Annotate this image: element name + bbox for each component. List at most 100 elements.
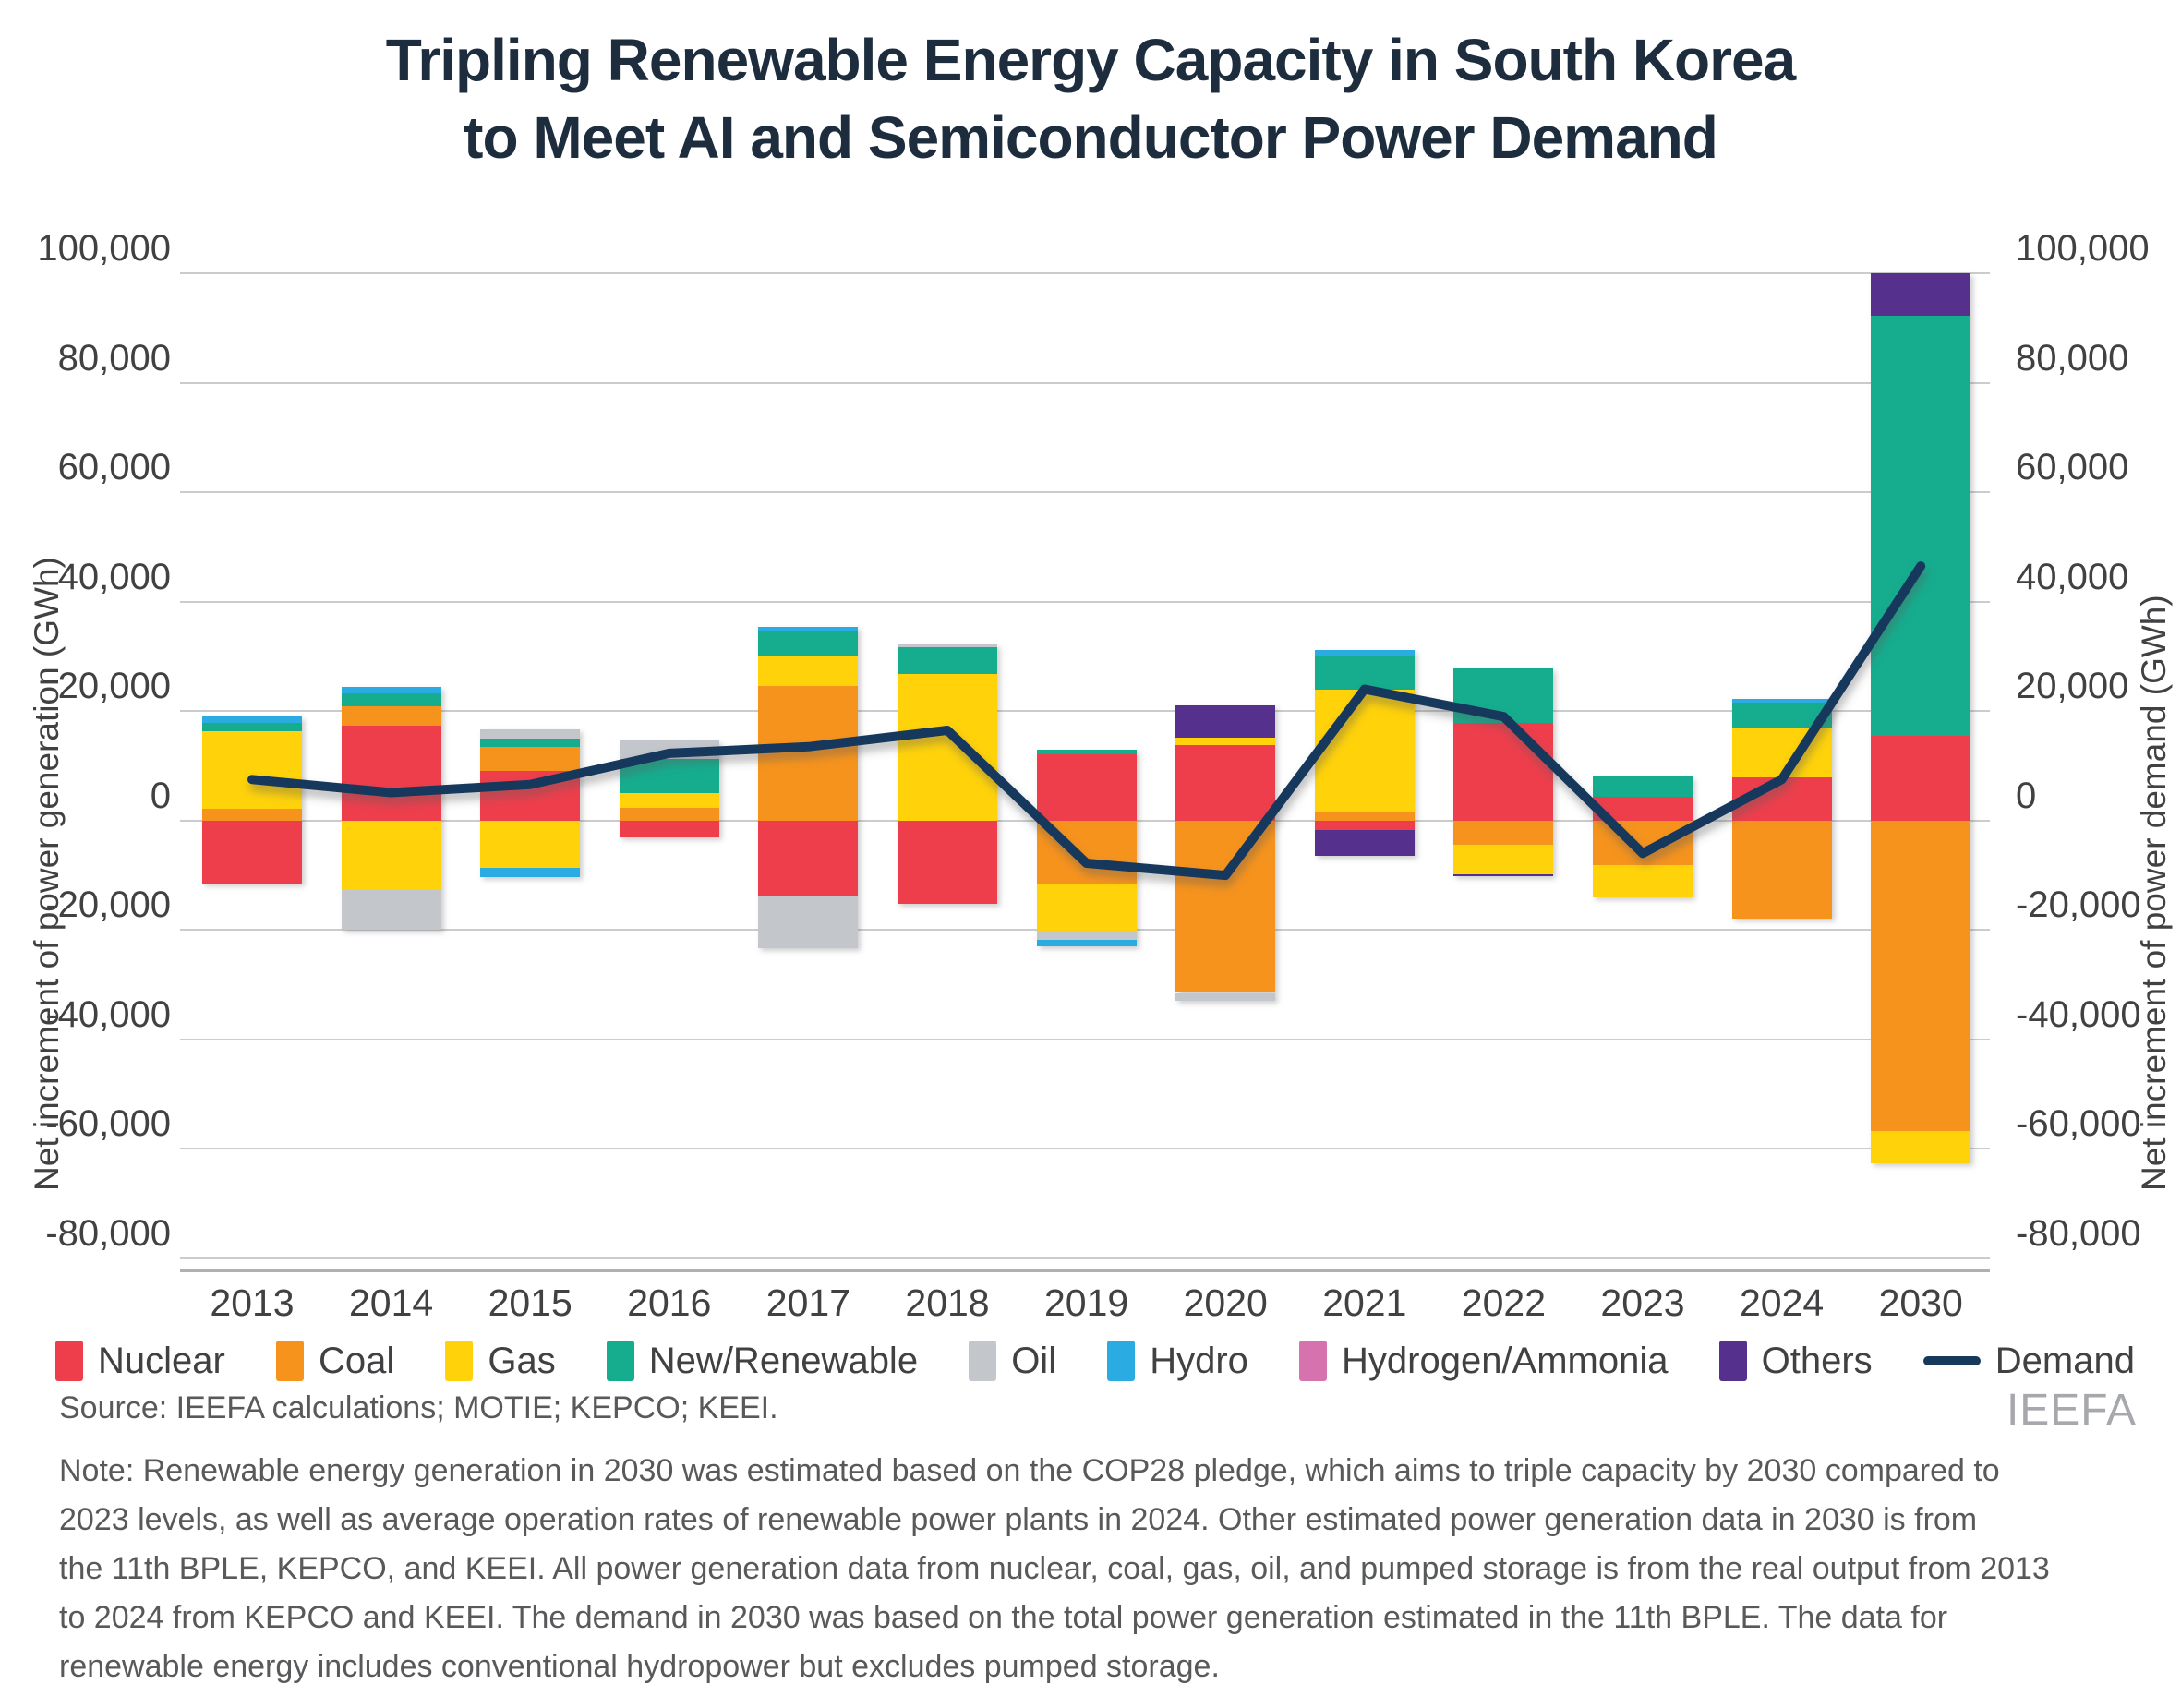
legend-label: Nuclear: [98, 1340, 225, 1381]
chart-title-line1: Tripling Renewable Energy Capacity in So…: [385, 27, 1796, 93]
gridline-20000: [180, 710, 1990, 713]
segment-nuclear-2022: [1453, 722, 1554, 821]
left-tick-0: 0: [150, 775, 171, 816]
left-tick-40000: 40,000: [57, 556, 171, 597]
note-line-2: 2023 levels, as well as average operatio…: [59, 1502, 1978, 1537]
legend-color-swatch: [445, 1341, 474, 1381]
legend: Nuclear Coal Gas New/Renewable Oil Hydro Hydro…: [55, 1335, 2135, 1387]
right-tick--60000: -60,000: [2016, 1103, 2141, 1145]
year-label-2030: 2030: [1878, 1281, 1963, 1324]
segment-oil-2020: [1175, 992, 1276, 1001]
legend-item-others: Others: [1718, 1340, 1873, 1382]
source-text: Source: IEEFA calculations; MOTIE; KEPCO…: [59, 1390, 778, 1425]
segment-nuclear-2021: [1314, 820, 1415, 830]
segment-new-renewable-2023: [1593, 776, 1693, 798]
segment-coal-2013: [202, 808, 302, 821]
year-label-2019: 2019: [1043, 1281, 1129, 1324]
left-tick--80000: -80,000: [45, 1213, 171, 1254]
legend-label: Hydro: [1150, 1340, 1248, 1381]
segment-new-renewable-2015: [480, 739, 581, 747]
segment-coal-2015: [480, 746, 581, 772]
segment-coal-2017: [758, 685, 859, 821]
segment-gas-2018: [898, 673, 997, 821]
segment-gas-2015: [480, 820, 581, 868]
segment-coal-2030: [1871, 820, 1971, 1131]
year-label-2022: 2022: [1461, 1281, 1546, 1324]
gridline-40000: [180, 600, 1990, 603]
segment-new-renewable-2013: [202, 722, 302, 731]
segment-new-renewable-2014: [341, 692, 441, 707]
note-line-3: the 11th BPLE, KEPCO, and KEEI. All powe…: [59, 1551, 2050, 1586]
segment-nuclear-2016: [619, 820, 719, 838]
segment-nuclear-2018: [898, 820, 997, 904]
year-label-2021: 2021: [1322, 1281, 1407, 1324]
legend-color-swatch: [275, 1341, 304, 1381]
plot-area: [180, 272, 1990, 1259]
segment-new-renewable-2030: [1871, 315, 1971, 736]
legend-label: Demand: [1994, 1340, 2135, 1381]
segment-new-renewable-2018: [898, 647, 997, 674]
legend-item-hydro: Hydro: [1107, 1341, 1248, 1382]
segment-gas-2016: [619, 792, 719, 808]
gridline-80000: [180, 381, 1990, 384]
year-label-2016: 2016: [627, 1281, 712, 1324]
left-axis-title: Net increment of power generation (GWh): [28, 557, 66, 1191]
segment-gas-2021: [1314, 689, 1415, 812]
left-tick-80000: 80,000: [57, 337, 171, 379]
legend-color-swatch: [55, 1341, 83, 1381]
segment-others-2021: [1314, 829, 1415, 857]
legend-color-swatch: [1107, 1341, 1136, 1381]
note-text: Note: Renewable energy generation in 203…: [59, 1447, 2137, 1691]
segment-hydro-2021: [1314, 650, 1415, 656]
year-label-2015: 2015: [488, 1281, 572, 1324]
legend-color-swatch: [1718, 1341, 1747, 1381]
segment-nuclear-2020: [1175, 744, 1276, 821]
segment-hydro-2013: [202, 716, 302, 723]
right-tick--40000: -40,000: [2016, 993, 2141, 1035]
left-tick-20000: 20,000: [57, 666, 171, 707]
left-tick-100000: 100,000: [37, 228, 171, 269]
segment-gas-2022: [1453, 845, 1554, 874]
legend-color-swatch: [1299, 1341, 1327, 1381]
segment-gas-2023: [1593, 865, 1693, 897]
legend-item-new-renewable: New/Renewable: [606, 1341, 918, 1382]
right-tick-60000: 60,000: [2016, 447, 2129, 488]
gridline--60000: [180, 1148, 1990, 1150]
segment-oil-2018: [898, 644, 997, 648]
legend-label: Oil: [1011, 1340, 1057, 1381]
legend-item-nuclear: Nuclear: [55, 1341, 225, 1382]
segment-nuclear-2014: [341, 726, 441, 821]
segment-gas-2019: [1036, 883, 1137, 931]
segment-gas-2014: [341, 820, 441, 891]
segment-hydro-2014: [341, 686, 441, 693]
segment-new-renewable-2021: [1314, 656, 1415, 690]
segment-nuclear-2013: [202, 820, 302, 884]
segment-oil-2019: [1036, 930, 1137, 940]
right-tick-20000: 20,000: [2016, 666, 2129, 707]
ieefa-logo: IEEFA: [2006, 1386, 2137, 1435]
year-label-2017: 2017: [765, 1281, 850, 1324]
segment-hydro-2017: [758, 626, 859, 631]
legend-color-swatch: [969, 1341, 997, 1381]
segment-gas-2030: [1871, 1130, 1971, 1163]
segment-hydro-2015: [480, 867, 581, 877]
segment-nuclear-2017: [758, 820, 859, 896]
segment-coal-2014: [341, 706, 441, 727]
left-tick--40000: -40,000: [45, 993, 171, 1035]
segment-gas-2020: [1175, 737, 1276, 745]
demand-line-layer: [247, 561, 1926, 881]
note-line-1: Note: Renewable energy generation in 203…: [59, 1453, 2000, 1488]
segment-gas-2013: [202, 730, 302, 809]
gridline--40000: [180, 1038, 1990, 1040]
segment-oil-2015: [480, 729, 581, 740]
legend-item-oil: Oil: [969, 1341, 1056, 1382]
segment-coal-2024: [1731, 820, 1832, 920]
year-label-2013: 2013: [210, 1281, 295, 1324]
year-label-2014: 2014: [348, 1281, 434, 1324]
legend-item-gas: Gas: [445, 1341, 556, 1382]
legend-label: Others: [1761, 1340, 1873, 1381]
segment-others-2020: [1175, 704, 1276, 738]
left-tick--20000: -20,000: [45, 884, 171, 926]
segment-coal-2022: [1453, 820, 1554, 846]
